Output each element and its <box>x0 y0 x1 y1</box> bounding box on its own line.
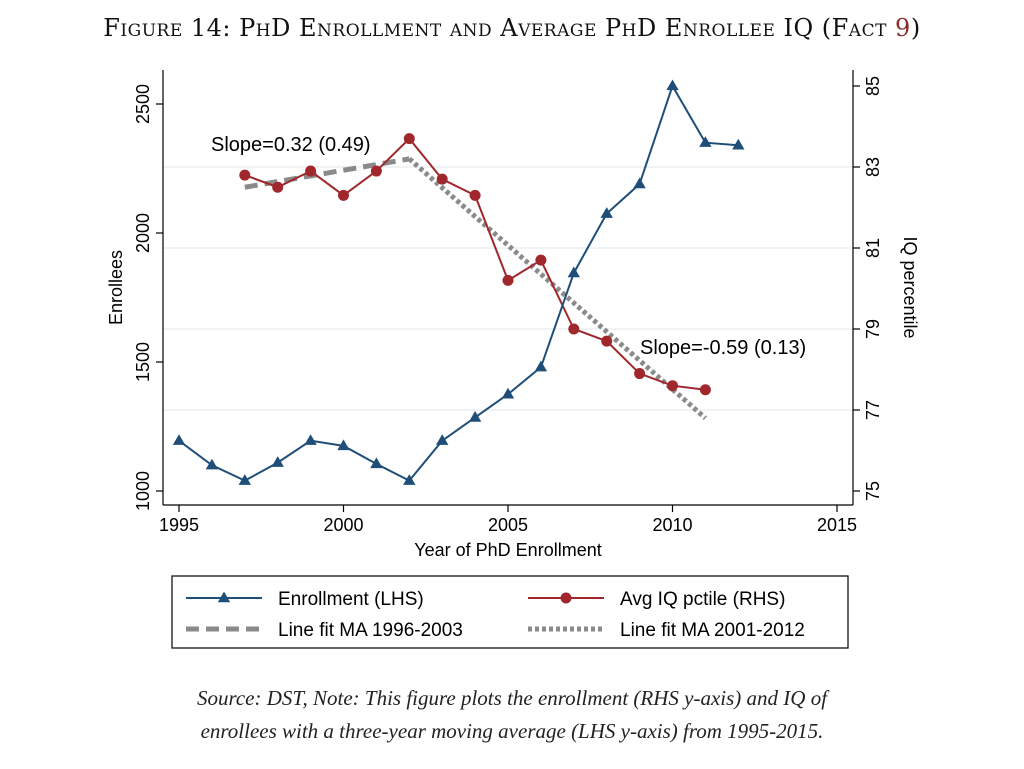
x-tick-label: 1995 <box>159 515 199 535</box>
enrollment-point <box>172 434 186 445</box>
enrollment-point <box>337 439 350 451</box>
x-tick-label: 2000 <box>323 515 363 535</box>
x-tick-label: 2005 <box>488 515 528 535</box>
iq-point <box>338 189 349 201</box>
enrollment-point <box>567 266 580 278</box>
y-right-tick-label: 83 <box>863 157 883 177</box>
legend-label-enrollment: Enrollment (LHS) <box>278 589 424 610</box>
enrollment-point <box>600 207 613 218</box>
enrollment-point <box>633 177 646 189</box>
y-left-tick-label: 1500 <box>133 342 153 382</box>
legend-item-enrollment: Enrollment (LHS) <box>186 589 424 610</box>
iq-point <box>305 165 317 177</box>
y-right-tick-label: 79 <box>863 319 883 339</box>
slope-annotation-late: Slope=-0.59 (0.13) <box>640 337 806 359</box>
x-axis-label: Year of PhD Enrollment <box>414 540 601 560</box>
enrollment-point <box>304 434 317 445</box>
series-line-0 <box>178 83 739 482</box>
iq-point <box>469 189 481 201</box>
legend-triangle-marker <box>217 591 231 603</box>
legend-label-fit-late: Line fit MA 2001-2012 <box>620 620 805 641</box>
iq-point <box>601 335 613 347</box>
legend-item-fit-late: Line fit MA 2001-2012 <box>528 620 805 641</box>
tick-layer: 1995 2000 2005 2010 2015 1000 1500 2000 2500 75 77… <box>133 76 883 535</box>
iq-point <box>667 380 678 392</box>
figure-title-close: ) <box>910 14 921 42</box>
caption-line-1: Source: DST, Note: This figure plots the… <box>196 686 828 710</box>
x-tick-label: 2010 <box>652 515 692 535</box>
y-left-tick-label: 1000 <box>133 471 153 511</box>
enrollment-point <box>436 434 449 445</box>
iq-point <box>502 274 514 286</box>
series-layer <box>172 79 745 485</box>
enrollment-point <box>534 360 548 372</box>
y-right-tick-label: 77 <box>863 400 883 420</box>
figure-title-main: Figure 14: PhD Enrollment and Average Ph… <box>103 14 896 42</box>
gridlines <box>163 166 853 411</box>
series-line-3 <box>407 157 708 420</box>
enrollment-point <box>403 474 416 485</box>
figure-title-fact-number: 9 <box>895 14 911 42</box>
iq-point <box>634 368 646 380</box>
iq-point <box>436 173 448 185</box>
enrollment-point <box>699 136 712 147</box>
enrollment-point <box>732 138 745 150</box>
enrollment-point <box>666 79 679 91</box>
figure-caption: Source: DST, Note: This figure plots the… <box>0 682 1024 748</box>
iq-point <box>272 181 284 193</box>
enrollment-point <box>205 458 219 470</box>
caption-line-2: enrollees with a three-year moving avera… <box>200 719 824 743</box>
iq-point <box>239 169 251 181</box>
y-left-tick-label: 2000 <box>133 213 153 253</box>
slope-annotation-early: Slope=0.32 (0.49) <box>211 134 371 156</box>
iq-point <box>699 384 711 396</box>
enrollment-point <box>238 474 251 485</box>
iq-point <box>535 254 547 266</box>
y-right-tick-label: 85 <box>863 76 883 96</box>
y-right-axis-label: IQ percentile <box>900 236 920 338</box>
x-tick-label: 2015 <box>817 515 857 535</box>
legend-label-iq: Avg IQ pctile (RHS) <box>620 589 785 610</box>
y-right-tick-label: 81 <box>863 238 883 258</box>
enrollment-point <box>370 457 383 469</box>
series-line-2 <box>244 156 410 190</box>
enrollment-point <box>271 456 284 467</box>
enrollment-point <box>501 387 515 399</box>
y-left-axis-label: Enrollees <box>106 250 126 325</box>
legend-box <box>171 575 849 649</box>
figure-title: Figure 14: PhD Enrollment and Average Ph… <box>0 14 1024 42</box>
legend: Enrollment (LHS) Avg IQ pctile (RHS) Lin… <box>171 575 849 649</box>
iq-point <box>370 165 382 177</box>
legend-label-fit-early: Line fit MA 1996-2003 <box>278 620 463 641</box>
y-right-tick-label: 75 <box>863 481 883 501</box>
y-left-tick-label: 2500 <box>133 84 153 124</box>
legend-item-fit-early: Line fit MA 1996-2003 <box>186 620 463 641</box>
legend-circle-marker <box>560 592 572 604</box>
iq-point <box>403 133 415 145</box>
legend-item-iq: Avg IQ pctile (RHS) <box>528 589 785 610</box>
chart: 1995 2000 2005 2010 2015 1000 1500 2000 2500 75 77… <box>106 70 920 649</box>
iq-point <box>568 323 580 335</box>
enrollment-point <box>468 410 482 422</box>
